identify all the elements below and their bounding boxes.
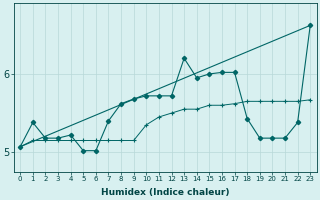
X-axis label: Humidex (Indice chaleur): Humidex (Indice chaleur) xyxy=(101,188,229,197)
